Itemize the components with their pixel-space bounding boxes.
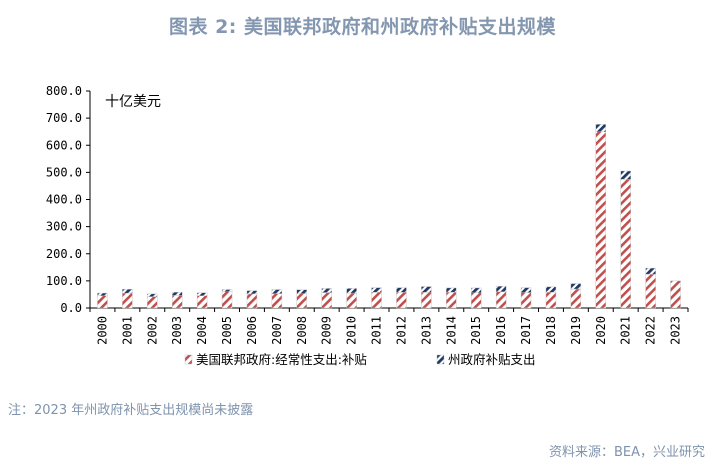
bar-federal-2010 <box>346 292 357 309</box>
x-tick-label: 2017 <box>519 316 533 345</box>
bar-state-2000 <box>97 292 108 296</box>
y-tick-label: 200.0 <box>46 247 82 261</box>
legend-federal-label: 美国联邦政府:经常性支出:补贴 <box>196 352 367 367</box>
y-tick-label: 500.0 <box>46 165 82 179</box>
bar-state-2003 <box>172 292 183 296</box>
legend-state-swatch <box>436 354 445 365</box>
bar-federal-2016 <box>495 291 507 309</box>
bar-state-2014 <box>446 287 457 293</box>
bar-federal-2017 <box>520 292 532 309</box>
y-tick-label: 600.0 <box>46 138 82 152</box>
x-tick-label: 2018 <box>544 316 558 345</box>
x-tick-label: 2016 <box>494 316 508 345</box>
x-tick-label: 2003 <box>170 316 184 345</box>
bar-federal-2012 <box>396 292 407 309</box>
x-tick-label: 2005 <box>220 316 234 345</box>
bar-federal-2013 <box>421 292 432 309</box>
x-tick-label: 2007 <box>270 316 284 345</box>
x-tick-label: 2004 <box>195 316 209 345</box>
x-tick-label: 2023 <box>669 316 683 345</box>
bar-federal-2015 <box>471 292 482 309</box>
x-tick-label: 2015 <box>469 316 483 345</box>
bar-federal-2021 <box>620 178 631 309</box>
x-tick-label: 2000 <box>95 316 109 345</box>
bar-federal-2005 <box>221 291 233 309</box>
bar-federal-2002 <box>147 296 158 309</box>
bar-state-2019 <box>570 283 582 290</box>
y-unit-label: 十亿美元 <box>105 94 161 110</box>
x-tick-label: 2021 <box>619 316 633 345</box>
bar-state-2017 <box>520 287 532 293</box>
y-tick-label: 100.0 <box>46 274 82 288</box>
y-tick-label: 700.0 <box>46 111 82 125</box>
x-tick-label: 2011 <box>370 316 384 345</box>
chart-title: 图表 2: 美国联邦政府和州政府补贴支出规模 <box>168 16 557 38</box>
bar-federal-2008 <box>296 293 307 309</box>
bar-state-2021 <box>620 170 631 180</box>
x-tick-label: 2019 <box>569 316 583 345</box>
bar-federal-2014 <box>446 292 457 309</box>
x-tick-label: 2012 <box>394 316 408 345</box>
bar-state-2011 <box>371 287 382 293</box>
legend-state-label: 州政府补贴支出 <box>448 352 536 367</box>
bar-federal-2018 <box>545 292 557 309</box>
x-tick-label: 2022 <box>644 316 658 345</box>
bar-state-2018 <box>545 286 557 293</box>
bar-federal-2000 <box>97 295 108 309</box>
bar-state-2022 <box>645 267 656 275</box>
bar-federal-2009 <box>321 292 332 309</box>
x-tick-label: 2002 <box>145 316 159 345</box>
y-tick-label: 0.0 <box>60 301 82 315</box>
bar-federal-2023 <box>670 280 681 309</box>
bar-state-2007 <box>271 289 283 294</box>
bar-state-2010 <box>346 288 357 294</box>
bar-state-2016 <box>495 286 507 292</box>
x-tick-label: 2010 <box>345 316 359 345</box>
x-tick-label: 2013 <box>419 316 433 345</box>
y-tick-label: 300.0 <box>46 220 82 234</box>
x-tick-label: 2014 <box>444 316 458 345</box>
bar-federal-2003 <box>172 295 183 309</box>
bar-state-2001 <box>122 289 133 294</box>
bar-state-2012 <box>396 287 407 293</box>
x-tick-label: 2020 <box>594 316 608 345</box>
bar-federal-2019 <box>570 288 582 309</box>
bar-federal-2022 <box>645 273 656 309</box>
bar-state-2020 <box>595 124 606 132</box>
bar-state-2005 <box>221 289 233 292</box>
bar-federal-2020 <box>595 131 606 309</box>
bar-federal-2007 <box>271 293 283 309</box>
bar-federal-2011 <box>371 292 382 309</box>
bar-state-2002 <box>147 293 158 297</box>
legend-federal-swatch <box>184 354 193 365</box>
bar-state-2008 <box>296 289 307 294</box>
bar-state-2006 <box>246 290 258 295</box>
bar-state-2015 <box>471 287 482 294</box>
x-tick-label: 2001 <box>120 316 134 345</box>
footnote: 注：2023 年州政府补贴支出规模尚未披露 <box>8 403 254 418</box>
x-tick-label: 2008 <box>295 316 309 345</box>
bar-federal-2004 <box>196 295 208 309</box>
source-note: 资料来源：BEA，兴业研究 <box>548 445 705 460</box>
bar-state-2009 <box>321 288 332 293</box>
bar-state-2013 <box>421 286 432 293</box>
y-tick-label: 400.0 <box>46 193 82 207</box>
x-tick-label: 2009 <box>320 316 334 345</box>
y-tick-label: 800.0 <box>46 84 82 98</box>
bar-state-2004 <box>196 292 208 296</box>
bar-federal-2001 <box>122 292 133 309</box>
bar-federal-2006 <box>246 293 258 309</box>
x-tick-label: 2006 <box>245 316 259 345</box>
